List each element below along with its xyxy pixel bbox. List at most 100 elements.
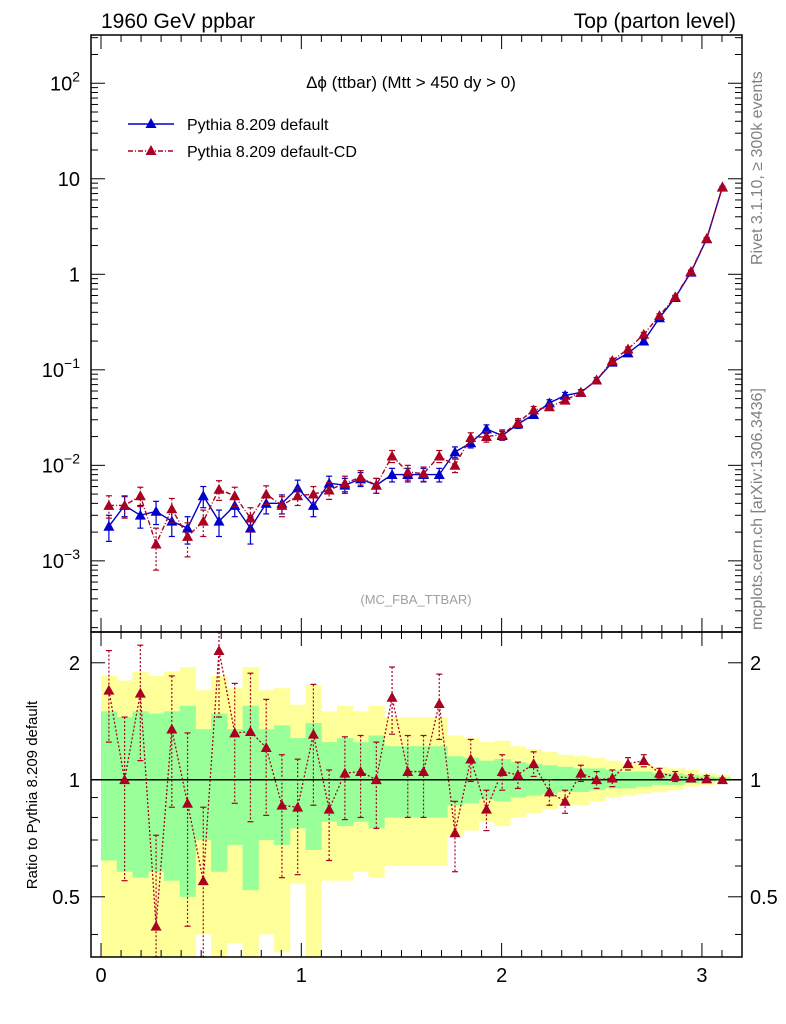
legend: Pythia 8.209 default Pythia 8.209 defaul… (128, 117, 357, 161)
uncertainty-band-1sigma (384, 746, 401, 818)
data-point (119, 499, 131, 510)
data-point (418, 468, 430, 478)
data-point (465, 432, 477, 443)
legend-marker-default (145, 118, 157, 128)
plot-title: Δϕ (ttbar) (Mtt > 450 dy > 0) (306, 73, 516, 92)
data-point (449, 446, 461, 457)
ratio-panel-frame (90, 631, 743, 958)
ratio-point (386, 691, 398, 702)
watermark: (MC_FBA_TTBAR) (360, 592, 471, 607)
data-point (402, 466, 414, 477)
data-point (150, 505, 162, 516)
ratio-point (134, 687, 146, 698)
data-point (528, 404, 540, 415)
data-point (591, 374, 603, 385)
data-point (339, 477, 351, 488)
ratio-point (418, 766, 430, 776)
y-tick-base: 10 (42, 551, 64, 573)
ratio-point (528, 758, 540, 769)
data-point (622, 343, 634, 354)
x-tick-label: 3 (696, 965, 707, 987)
data-point (512, 417, 524, 428)
series-default-cd (103, 181, 728, 571)
header-left: 1960 GeV ppbar (101, 10, 255, 33)
y-tick-label: 10−2 (42, 450, 80, 477)
series-line (108, 186, 724, 530)
legend-label-default: Pythia 8.209 default (187, 117, 329, 134)
ratio-point (370, 774, 382, 785)
data-point (543, 401, 555, 412)
uncertainty-band-1sigma (415, 746, 432, 818)
data-point (307, 488, 319, 499)
data-point (685, 265, 697, 276)
data-point (229, 490, 241, 501)
ratio-point (229, 727, 241, 738)
data-point (669, 291, 681, 302)
data-point (213, 483, 225, 494)
data-point (150, 538, 162, 549)
data-point (182, 530, 194, 541)
ratio-point (307, 728, 319, 739)
data-point (323, 484, 335, 495)
data-point (480, 423, 492, 434)
ratio-point (119, 774, 131, 785)
ratio-point (433, 698, 445, 709)
data-point (307, 499, 319, 510)
data-point (166, 503, 178, 514)
y-tick-label: 10−1 (42, 355, 80, 382)
uncertainty-band-1sigma (399, 746, 417, 818)
y-tick-exp: −3 (64, 546, 80, 562)
data-point (276, 499, 288, 510)
data-point (638, 335, 650, 346)
ratio-point (182, 797, 194, 808)
data-point (134, 509, 146, 520)
data-point (260, 488, 272, 499)
ratio-point (591, 774, 603, 785)
ratio-y-tick-label-left: 1 (69, 770, 80, 792)
x-tick-label: 1 (296, 965, 307, 987)
ratio-ylabel: Ratio to Pythia 8.209 default (24, 700, 41, 889)
uncertainty-band-1sigma (431, 746, 448, 818)
data-point (134, 490, 146, 501)
uncertainty-band-1sigma (132, 711, 149, 878)
uncertainty-band-1sigma (274, 725, 291, 845)
ratio-point (716, 774, 728, 785)
data-point (386, 469, 398, 479)
data-point (638, 328, 650, 339)
ratio-point (339, 767, 351, 778)
legend-marker-cd (145, 145, 157, 155)
data-point (575, 386, 587, 397)
legend-label-cd: Pythia 8.209 default-CD (187, 144, 357, 161)
ratio-point (543, 786, 555, 797)
y-tick-label: 1 (69, 264, 80, 286)
ratio-point (213, 645, 225, 655)
x-tick-label: 0 (95, 965, 106, 987)
ratio-panel: 2 2 1 1 0.5 0.5 0 1 2 3 Ratio to Pythia 8.209 def… (24, 631, 778, 987)
ratio-point (669, 770, 681, 781)
ratio-point (622, 758, 634, 769)
mcplots-label: mcplots.cern.ch [arXiv:1306.3436] (749, 388, 766, 630)
ratio-point (276, 799, 288, 810)
data-point (480, 431, 492, 441)
ratio-point (103, 684, 115, 695)
y-tick-label: 10−3 (42, 546, 80, 573)
ratio-point (244, 726, 256, 737)
data-point (606, 355, 618, 365)
ratio-y-tick-label-right: 1 (750, 770, 761, 792)
series-default (103, 181, 728, 545)
data-point (701, 232, 713, 243)
ratio-point (685, 772, 697, 783)
uncertainty-band-1sigma (101, 711, 118, 861)
data-point (449, 459, 461, 470)
data-point (197, 490, 209, 501)
y-tick-base: 10 (50, 73, 72, 95)
ratio-point (512, 769, 524, 780)
y-tick-label: 102 (50, 68, 80, 95)
ratio-point (575, 767, 587, 778)
data-point (433, 469, 445, 479)
ratio-y-tick-label-left: 2 (69, 653, 80, 675)
uncertainty-band-1sigma (321, 742, 338, 822)
ratio-point (402, 766, 414, 776)
